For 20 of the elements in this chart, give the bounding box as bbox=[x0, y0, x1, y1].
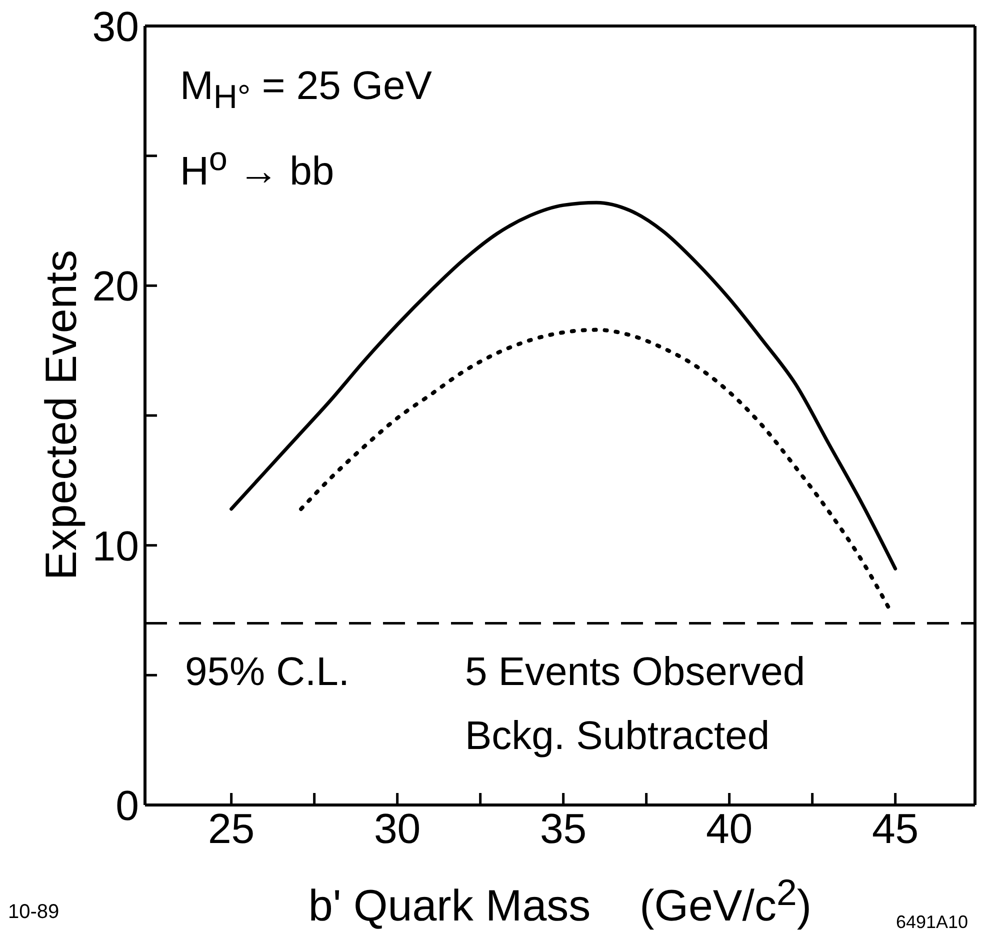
text: 10-89 bbox=[8, 900, 60, 924]
annotation: Bckg. Subtracted bbox=[465, 713, 770, 760]
annotation: 5 Events Observed bbox=[465, 649, 806, 696]
x-tick-label: 25 bbox=[208, 805, 255, 852]
y-tick-label: 0 bbox=[116, 782, 139, 829]
annotation: H$^{o}$ → bb bbox=[180, 140, 334, 196]
x-tick-label: 30 bbox=[374, 805, 421, 852]
y-tick-label: 20 bbox=[92, 262, 139, 310]
y-tick-label: 10 bbox=[92, 522, 139, 570]
x-tick-label: 45 bbox=[872, 805, 919, 852]
y-tick-label: 30 bbox=[92, 3, 139, 50]
x-tick-label: 35 bbox=[540, 805, 587, 852]
x-tick-label: 40 bbox=[706, 805, 753, 852]
x-axis-title: b' Quark Mass (GeV/c$^{2}$) bbox=[308, 872, 812, 931]
text: 6491A10 bbox=[896, 912, 968, 934]
annotation: 95% C.L. bbox=[185, 649, 350, 696]
line-series bbox=[299, 328, 891, 610]
annotation: M$_{H°}$ = 25 GeV bbox=[180, 63, 432, 118]
line-series bbox=[230, 200, 898, 570]
y-axis-title: Expected Events bbox=[37, 250, 87, 580]
